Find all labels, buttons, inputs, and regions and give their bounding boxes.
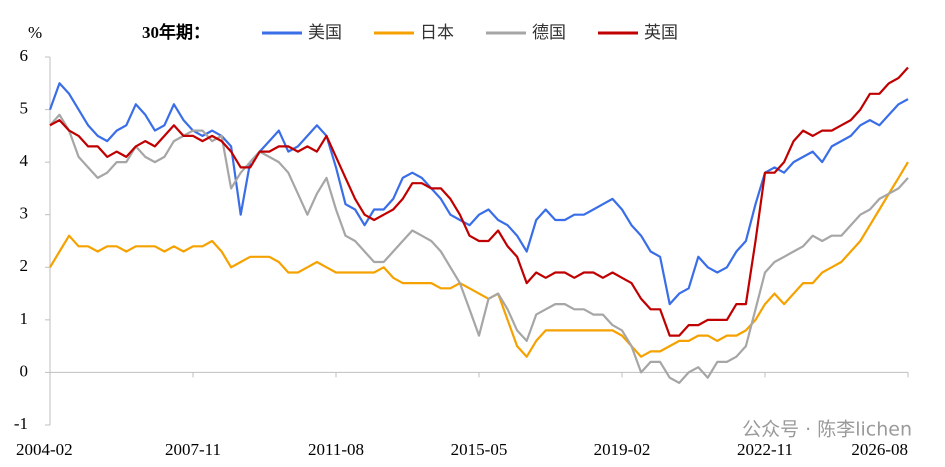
- x-tick-label: 2022-11: [737, 440, 793, 459]
- x-tick-label: 2026-08: [851, 440, 908, 459]
- y-tick-label: 6: [20, 46, 29, 65]
- x-tick-label: 2015-05: [451, 440, 508, 459]
- y-tick-label: 2: [20, 256, 29, 275]
- legend-label: 美国: [308, 23, 342, 43]
- y-tick-label: 1: [20, 309, 29, 328]
- legend-label: 日本: [420, 23, 454, 43]
- legend-title: 30年期：: [142, 22, 210, 42]
- x-tick-label: 2011-08: [308, 440, 364, 459]
- series-line: [49, 113, 909, 384]
- legend-label: 英国: [644, 23, 678, 43]
- y-axis-label: %: [28, 23, 42, 42]
- y-tick-label: 4: [20, 151, 29, 170]
- legend-label: 德国: [532, 23, 566, 43]
- y-tick-label: 0: [20, 361, 29, 380]
- x-tick-label: 2007-11: [165, 440, 221, 459]
- series-line: [48, 82, 909, 306]
- y-tick-label: -1: [14, 414, 28, 433]
- x-tick-label: 2004-02: [16, 440, 73, 459]
- y-tick-label: 3: [20, 204, 29, 223]
- x-tick-label: 2019-02: [594, 440, 651, 459]
- watermark: 公众号 · 陈李lichen: [742, 419, 912, 441]
- y-tick-label: 5: [20, 98, 29, 117]
- series-line: [49, 161, 909, 358]
- series-line: [49, 66, 909, 337]
